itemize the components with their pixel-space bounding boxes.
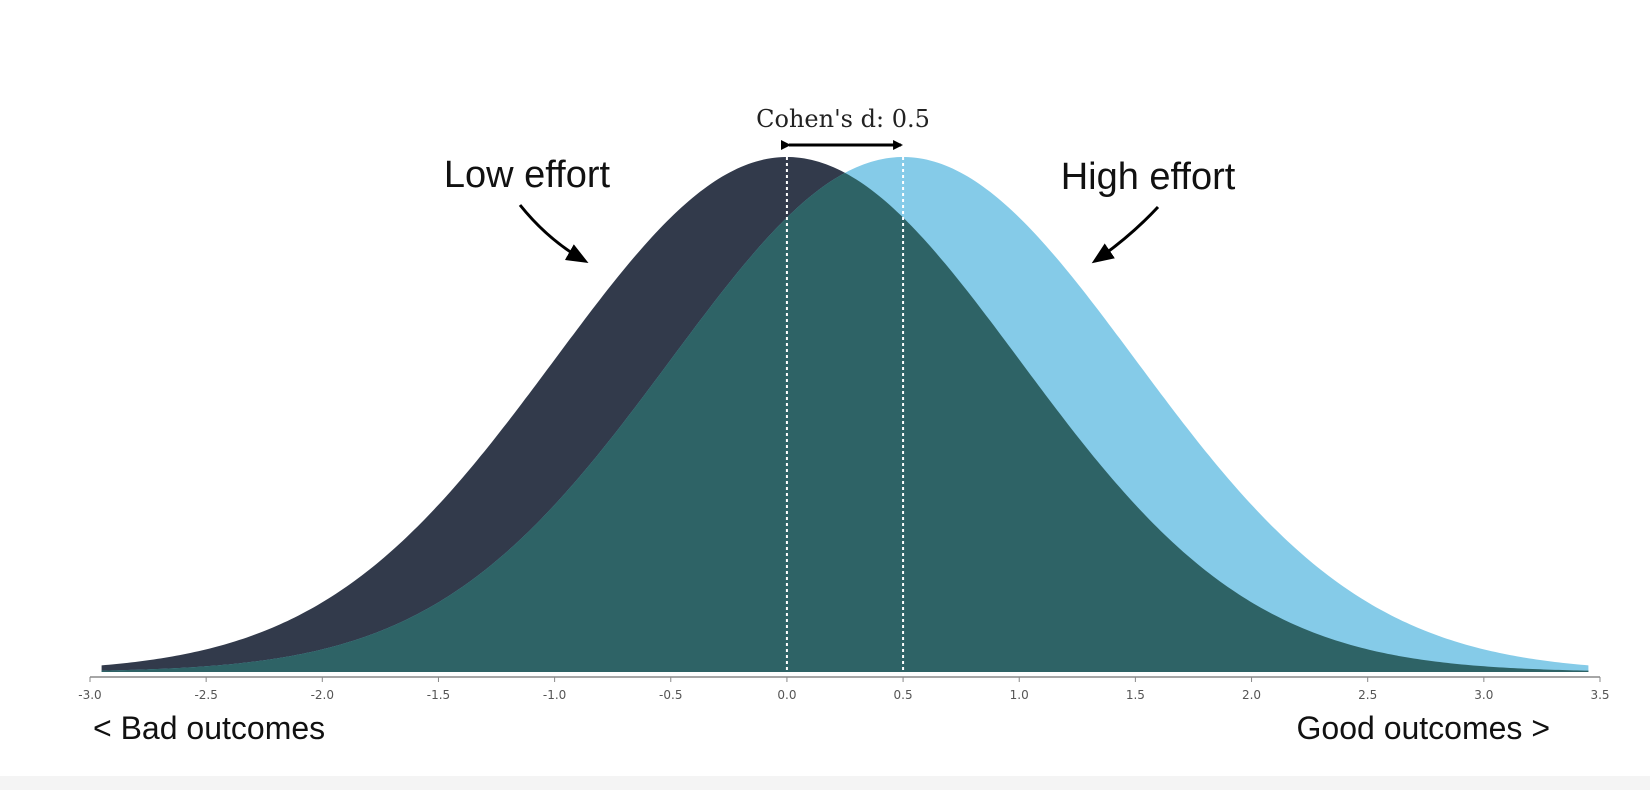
x-tick-label: 1.0 [1010, 688, 1029, 702]
x-tick-label: -3.0 [78, 688, 101, 702]
curves-layer [101, 157, 1589, 672]
x-tick-label: -1.5 [427, 688, 450, 702]
high-effort-arrow [1091, 205, 1160, 264]
cohens-d-label: Cohen's d: 0.5 [756, 105, 930, 133]
bottom-band [0, 776, 1650, 790]
x-tick-label: -1.0 [543, 688, 566, 702]
good-outcomes-label: Good outcomes > [1297, 710, 1550, 746]
x-tick-label: -0.5 [659, 688, 682, 702]
x-tick-label: 2.5 [1358, 688, 1377, 702]
low-effort-label: Low effort [444, 154, 611, 196]
x-tick-label: 0.5 [894, 688, 913, 702]
x-tick-label: 3.5 [1590, 688, 1609, 702]
overlap-area [101, 172, 1589, 672]
x-tick-label: -2.0 [311, 688, 334, 702]
x-tick-label: 3.0 [1474, 688, 1493, 702]
mean-lines-layer [785, 157, 905, 672]
x-tick-label: -2.5 [194, 688, 217, 702]
low-effort-arrow [518, 204, 589, 263]
bad-outcomes-label: < Bad outcomes [93, 710, 325, 746]
x-tick-label: 1.5 [1126, 688, 1145, 702]
x-tick-label: 2.0 [1242, 688, 1261, 702]
x-axis-ticks: -3.0 -2.5 -2.0 -1.5 -1.0 -0.5 0.0 0.5 1.0 1.5 2.0 2… [78, 677, 1610, 702]
x-tick-label: 0.0 [777, 688, 796, 702]
high-effort-label: High effort [1061, 156, 1236, 198]
